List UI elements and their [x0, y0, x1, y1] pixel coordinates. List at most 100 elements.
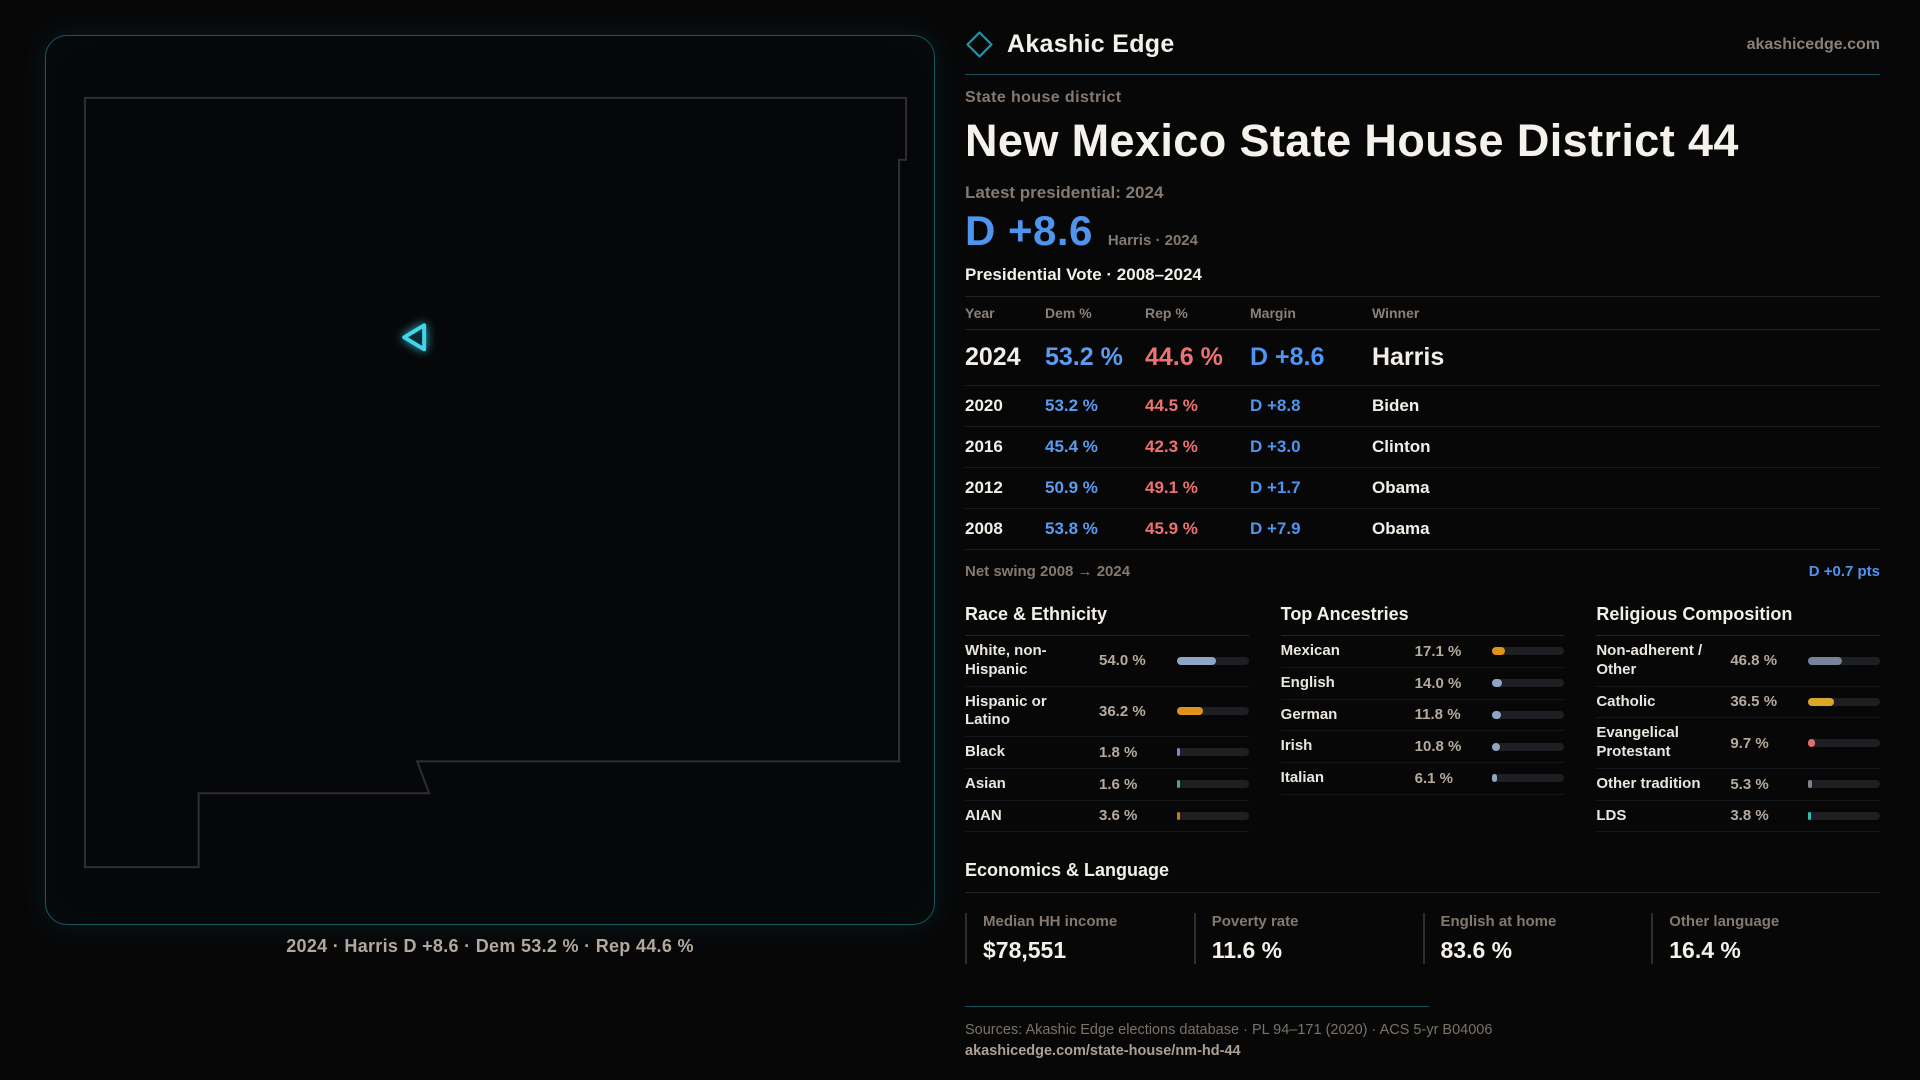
demographics-bar-fill	[1176, 656, 1216, 665]
year-cell: 2020	[965, 396, 1003, 415]
demographics-row: Hispanic or Latino 36.2 %	[965, 687, 1249, 737]
demographics-value: 10.8 %	[1414, 738, 1462, 756]
rep-pct-cell: 49.1 %	[1145, 478, 1198, 497]
header-divider	[965, 74, 1880, 75]
demographics-row: AIAN 3.6 %	[965, 801, 1249, 833]
stat-value: $78,551	[983, 937, 1067, 964]
demographics-column-title: Top Ancestries	[1280, 604, 1565, 636]
dem-pct-cell: 53.8 %	[1045, 519, 1098, 538]
demographics-row: LDS 3.8 %	[1596, 801, 1880, 833]
winner-cell: Obama	[1372, 478, 1430, 497]
rep-pct-cell: 44.6 %	[1145, 343, 1223, 371]
demographics-bar-track	[1492, 647, 1565, 656]
stat-card: Other language 16.4 %	[1651, 913, 1880, 965]
col-year: Year	[965, 305, 995, 321]
demographics-value: 17.1 %	[1414, 642, 1462, 660]
demographics-bar-track	[1492, 710, 1565, 719]
year-cell: 2008	[965, 519, 1003, 538]
net-swing-label: Net swing 2008 → 2024	[965, 563, 1131, 580]
demographics-bar-track	[1492, 679, 1565, 688]
brand-domain-link[interactable]: akashicedge.com	[1746, 35, 1880, 53]
margin-cell: D +8.8	[1250, 396, 1301, 415]
district-map-panel	[45, 35, 935, 925]
demographics-value: 46.8 %	[1730, 652, 1778, 670]
demographics-column-title: Race & Ethnicity	[965, 604, 1249, 636]
demographics-label: LDS	[1596, 806, 1627, 824]
demographics-label: White, non-Hispanic	[965, 642, 1047, 678]
demographics-value: 5.3 %	[1730, 775, 1769, 793]
demographics-label: Asian	[965, 774, 1006, 792]
demographics-bar-track	[1492, 742, 1565, 751]
brand-diamond-icon	[966, 31, 993, 58]
demographics-bar-fill	[1807, 780, 1812, 789]
permalink[interactable]: akashicedge.com/state-house/nm-hd-44	[965, 1043, 1241, 1060]
demographics-bar-track	[1176, 707, 1249, 716]
demographics-label: Black	[965, 743, 1006, 760]
winner-cell: Harris	[1372, 343, 1445, 371]
margin-caption: Harris · 2024	[1107, 232, 1198, 249]
demographics-value: 9.7 %	[1730, 734, 1769, 752]
demographics-value: 3.8 %	[1730, 807, 1769, 825]
rep-pct-cell: 42.3 %	[1145, 437, 1198, 456]
map-caption: 2024 · Harris D +8.6 · Dem 53.2 % · Rep …	[286, 936, 694, 956]
results-table-row: 2024 53.2 % 44.6 % D +8.6 Harris	[965, 330, 1880, 386]
demographics-value: 1.8 %	[1099, 743, 1138, 761]
demographics-bar-fill	[1176, 811, 1180, 820]
footer-divider	[965, 1006, 1429, 1008]
demographics-bar-track	[1176, 656, 1249, 665]
margin-value: D +8.6	[965, 207, 1093, 254]
col-dem: Dem %	[1045, 305, 1092, 321]
demographics-bar-track	[1807, 811, 1880, 820]
winner-cell: Biden	[1372, 396, 1420, 415]
dem-pct-cell: 53.2 %	[1045, 396, 1098, 415]
dem-pct-cell: 50.9 %	[1045, 478, 1098, 497]
demographics-bar-track	[1807, 697, 1880, 706]
year-cell: 2024	[965, 343, 1021, 371]
net-swing-value: D +0.7 pts	[1808, 563, 1880, 580]
winner-cell: Obama	[1372, 519, 1430, 538]
results-table-row: 2020 53.2 % 44.5 % D +8.8 Biden	[965, 386, 1880, 427]
margin-cell: D +7.9	[1250, 519, 1301, 538]
demographics-value: 14.0 %	[1414, 674, 1462, 692]
demographics-value: 11.8 %	[1414, 706, 1461, 724]
stat-value: 83.6 %	[1440, 937, 1513, 964]
demographics-bar-fill	[1807, 656, 1842, 665]
economics-stats: Median HH income $78,551 Poverty rate 11.6 …	[965, 913, 1880, 965]
demographics-label: Other tradition	[1596, 774, 1701, 792]
demographics-value: 36.5 %	[1730, 693, 1778, 711]
sources-note: Sources: Akashic Edge elections database…	[965, 1022, 1493, 1039]
demographics-label: Italian	[1280, 769, 1325, 786]
demographics-bar-track	[1807, 780, 1880, 789]
demographics-column: Top Ancestries Mexican 17.1 % English 14.0 %…	[1280, 604, 1565, 832]
stat-value: 16.4 %	[1669, 937, 1741, 964]
demographics-bar-track	[1807, 739, 1880, 747]
winner-cell: Clinton	[1372, 437, 1431, 456]
results-table-row: 2016 45.4 % 42.3 % D +3.0 Clinton	[965, 427, 1880, 468]
results-table-row: 2012 50.9 % 49.1 % D +1.7 Obama	[965, 468, 1880, 509]
demographics-label: AIAN	[965, 806, 1002, 824]
demographics-row: Black 1.8 %	[965, 737, 1249, 769]
demographics-value: 6.1 %	[1414, 769, 1454, 787]
stat-label: Other language	[1669, 913, 1780, 931]
page-title: New Mexico State House District 44	[965, 115, 1739, 166]
demographics-row: German 11.8 %	[1280, 700, 1565, 732]
demographics-value: 36.2 %	[1099, 702, 1146, 720]
margin-cell: D +3.0	[1250, 437, 1301, 456]
district-report: Akashic Edge akashicedge.com State house…	[965, 30, 1880, 1059]
demographics-bar-track	[1176, 748, 1249, 757]
demographics-row: Evangelical Protestant 9.7 %	[1596, 718, 1880, 769]
demographics-bar-fill	[1492, 679, 1503, 688]
demographics-value: 54.0 %	[1099, 652, 1146, 670]
stat-card: Poverty rate 11.6 %	[1193, 913, 1423, 965]
year-cell: 2016	[965, 437, 1003, 456]
stat-label: Poverty rate	[1211, 913, 1299, 931]
demographics-bar-fill	[1176, 707, 1203, 716]
demographics-row: English 14.0 %	[1280, 668, 1565, 700]
demographics-bar-fill	[1176, 780, 1180, 789]
headline-margin: D +8.6 Harris · 2024	[965, 207, 1880, 255]
demographics-label: Catholic	[1596, 692, 1656, 710]
dem-pct-cell: 45.4 %	[1045, 437, 1098, 456]
dem-pct-cell: 53.2 %	[1045, 343, 1123, 371]
demographics-column-title: Religious Composition	[1596, 604, 1880, 636]
demographics-column: Race & Ethnicity White, non-Hispanic 54.0 …	[965, 604, 1249, 833]
